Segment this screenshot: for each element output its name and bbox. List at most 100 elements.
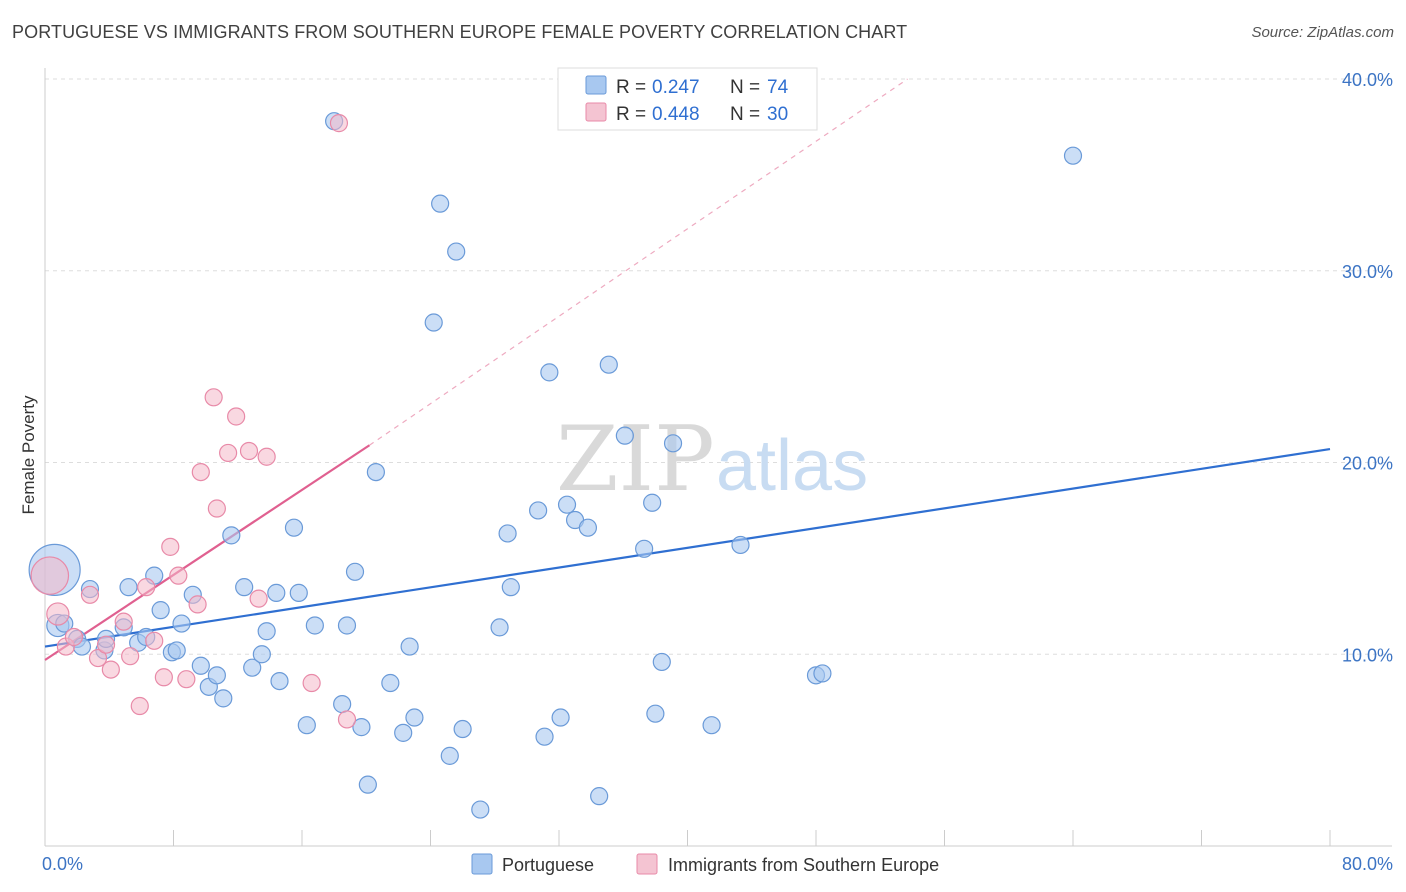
point-immigrants — [137, 578, 156, 597]
point-portuguese — [498, 524, 517, 543]
point-portuguese — [222, 526, 241, 545]
point-portuguese — [191, 656, 210, 675]
bottom-legend-label-portuguese: Portuguese — [502, 855, 594, 875]
point-immigrants — [64, 627, 84, 647]
legend-n-label-1: N = — [730, 77, 760, 98]
point-portuguese — [615, 426, 634, 445]
watermark-zip: ZIP — [556, 407, 715, 512]
point-portuguese — [172, 614, 191, 633]
legend-r-label-1: R = — [616, 77, 646, 98]
point-portuguese — [663, 434, 683, 453]
point-portuguese — [501, 578, 520, 597]
point-portuguese — [557, 495, 577, 514]
bottom-legend: Portuguese Immigrants from Southern Euro… — [471, 853, 939, 875]
axes — [44, 68, 1392, 847]
point-portuguese — [267, 583, 286, 602]
point-portuguese — [297, 716, 316, 735]
point-portuguese — [289, 583, 308, 602]
point-portuguese — [529, 501, 548, 520]
point-portuguese — [243, 658, 262, 677]
point-portuguese — [257, 622, 276, 641]
legend: R = 0.247 N = 74 R = 0.448 N = 30 — [557, 67, 818, 131]
point-portuguese — [270, 671, 289, 691]
point-portuguese — [405, 708, 424, 727]
point-portuguese — [337, 616, 357, 635]
point-portuguese — [1063, 146, 1083, 165]
point-immigrants — [88, 648, 108, 668]
point-immigrants — [161, 537, 180, 556]
chart-title: PORTUGUESE VS IMMIGRANTS FROM SOUTHERN E… — [12, 22, 908, 42]
point-immigrants — [114, 612, 133, 631]
y-tick-label: 20.0% — [1342, 454, 1393, 474]
point-immigrants — [302, 673, 321, 693]
legend-n-label-2: N = — [730, 104, 760, 125]
point-portuguese — [578, 518, 598, 537]
y-tick-label: 10.0% — [1342, 645, 1393, 665]
point-portuguese — [381, 673, 400, 693]
point-portuguese — [394, 723, 413, 742]
legend-r-value-2: 0.448 — [652, 104, 700, 125]
y-tick-label: 40.0% — [1342, 70, 1393, 90]
point-portuguese — [535, 727, 554, 746]
source-credit: Source: ZipAtlas.com — [1251, 24, 1394, 41]
trend-line-immigrants-extension — [369, 78, 908, 446]
point-immigrants — [249, 589, 268, 608]
point-immigrants — [169, 566, 188, 585]
point-portuguese — [358, 775, 377, 794]
legend-swatch-immigrants — [585, 102, 607, 122]
point-immigrants — [191, 462, 210, 482]
point-portuguese — [635, 539, 654, 558]
point-portuguese — [119, 578, 138, 597]
bottom-legend-swatch-portuguese — [471, 853, 493, 875]
point-immigrants — [207, 499, 226, 518]
point-portuguese — [702, 716, 721, 735]
trend-line-immigrants — [44, 444, 371, 661]
point-portuguese — [447, 242, 466, 261]
point-portuguese — [151, 601, 170, 620]
point-portuguese — [333, 695, 352, 714]
point-portuguese — [590, 787, 609, 806]
bottom-legend-label-immigrants: Immigrants from Southern Europe — [668, 855, 939, 875]
point-portuguese — [167, 641, 186, 660]
watermark: ZIP atlas — [556, 407, 868, 512]
legend-r-label-2: R = — [616, 104, 646, 125]
point-portuguese — [813, 664, 832, 683]
legend-n-value-2: 30 — [767, 104, 788, 125]
point-immigrants — [188, 595, 207, 614]
point-portuguese — [345, 562, 365, 581]
point-portuguese — [214, 689, 233, 708]
point-portuguese — [440, 746, 459, 765]
point-immigrants — [145, 631, 164, 650]
data-points — [28, 112, 1083, 819]
trend-line-portuguese — [44, 447, 1331, 648]
point-portuguese — [731, 535, 750, 555]
trend-lines — [44, 78, 1331, 661]
point-portuguese — [400, 637, 419, 656]
point-immigrants — [121, 647, 140, 666]
tick-labels: 10.0% 20.0% 30.0% 40.0% 0.0% 80.0% — [42, 70, 1393, 874]
point-portuguese — [453, 719, 472, 739]
point-immigrants — [80, 585, 100, 604]
legend-r-value-1: 0.247 — [652, 77, 700, 98]
point-immigrants — [30, 556, 70, 595]
point-immigrants — [239, 441, 259, 461]
point-immigrants — [154, 668, 173, 687]
point-portuguese — [207, 666, 226, 685]
point-portuguese — [352, 718, 371, 737]
point-immigrants — [219, 443, 238, 463]
y-axis-label: Female Poverty — [19, 395, 38, 515]
point-portuguese — [599, 355, 618, 374]
point-portuguese — [471, 800, 490, 819]
y-tick-label: 30.0% — [1342, 262, 1393, 282]
point-portuguese — [540, 363, 559, 382]
point-portuguese — [652, 652, 671, 672]
point-immigrants — [227, 407, 246, 426]
point-portuguese — [424, 313, 443, 332]
point-portuguese — [366, 462, 385, 482]
point-portuguese — [646, 704, 665, 723]
point-immigrants — [329, 114, 349, 133]
grid-lines — [45, 78, 1392, 655]
point-immigrants — [204, 388, 223, 407]
legend-n-value-1: 74 — [767, 77, 789, 98]
